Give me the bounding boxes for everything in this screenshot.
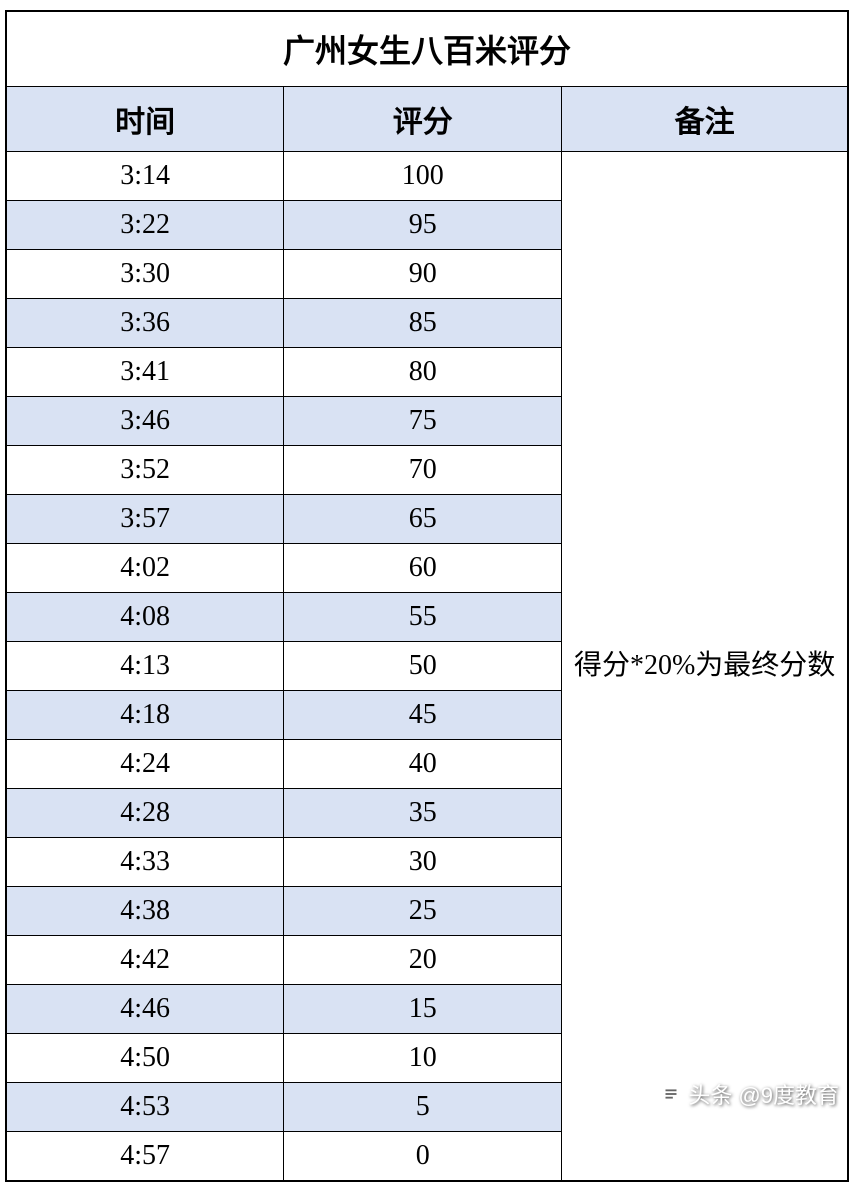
cell-time: 3:36 — [6, 299, 284, 348]
cell-score: 75 — [284, 397, 562, 446]
cell-time: 3:14 — [6, 152, 284, 201]
scoring-table: 广州女生八百米评分 时间 评分 备注 3:14100得分*20%为最终分数3:2… — [5, 10, 849, 1182]
toutiao-icon — [660, 1083, 682, 1105]
cell-time: 3:46 — [6, 397, 284, 446]
header-note: 备注 — [562, 87, 848, 152]
cell-score: 65 — [284, 495, 562, 544]
cell-score: 80 — [284, 348, 562, 397]
cell-score: 55 — [284, 593, 562, 642]
table-row: 3:14100得分*20%为最终分数 — [6, 152, 848, 201]
header-time: 时间 — [6, 87, 284, 152]
cell-time: 4:38 — [6, 887, 284, 936]
cell-score: 25 — [284, 887, 562, 936]
cell-time: 4:46 — [6, 985, 284, 1034]
table-body: 3:14100得分*20%为最终分数3:22953:30903:36853:41… — [6, 152, 848, 1182]
cell-note: 得分*20%为最终分数 — [562, 152, 848, 1182]
title-row: 广州女生八百米评分 — [6, 11, 848, 87]
cell-score: 0 — [284, 1132, 562, 1182]
cell-time: 3:52 — [6, 446, 284, 495]
cell-time: 4:13 — [6, 642, 284, 691]
cell-score: 40 — [284, 740, 562, 789]
cell-score: 5 — [284, 1083, 562, 1132]
cell-time: 4:53 — [6, 1083, 284, 1132]
cell-score: 60 — [284, 544, 562, 593]
cell-score: 45 — [284, 691, 562, 740]
cell-score: 20 — [284, 936, 562, 985]
watermark: 头条 @9度教育 — [660, 1078, 839, 1110]
cell-score: 15 — [284, 985, 562, 1034]
cell-time: 4:24 — [6, 740, 284, 789]
cell-score: 100 — [284, 152, 562, 201]
cell-score: 90 — [284, 250, 562, 299]
cell-time: 4:02 — [6, 544, 284, 593]
header-row: 时间 评分 备注 — [6, 87, 848, 152]
cell-time: 4:08 — [6, 593, 284, 642]
cell-score: 30 — [284, 838, 562, 887]
cell-time: 3:22 — [6, 201, 284, 250]
cell-time: 3:57 — [6, 495, 284, 544]
table-container: 广州女生八百米评分 时间 评分 备注 3:14100得分*20%为最终分数3:2… — [0, 0, 854, 1192]
watermark-text: 头条 @9度教育 — [688, 1078, 839, 1110]
cell-time: 4:18 — [6, 691, 284, 740]
cell-score: 95 — [284, 201, 562, 250]
cell-time: 4:42 — [6, 936, 284, 985]
cell-time: 3:41 — [6, 348, 284, 397]
cell-score: 70 — [284, 446, 562, 495]
cell-time: 3:30 — [6, 250, 284, 299]
cell-time: 4:33 — [6, 838, 284, 887]
table-title: 广州女生八百米评分 — [6, 11, 848, 87]
cell-score: 85 — [284, 299, 562, 348]
cell-score: 35 — [284, 789, 562, 838]
cell-time: 4:28 — [6, 789, 284, 838]
header-score: 评分 — [284, 87, 562, 152]
cell-score: 10 — [284, 1034, 562, 1083]
cell-time: 4:57 — [6, 1132, 284, 1182]
cell-score: 50 — [284, 642, 562, 691]
cell-time: 4:50 — [6, 1034, 284, 1083]
